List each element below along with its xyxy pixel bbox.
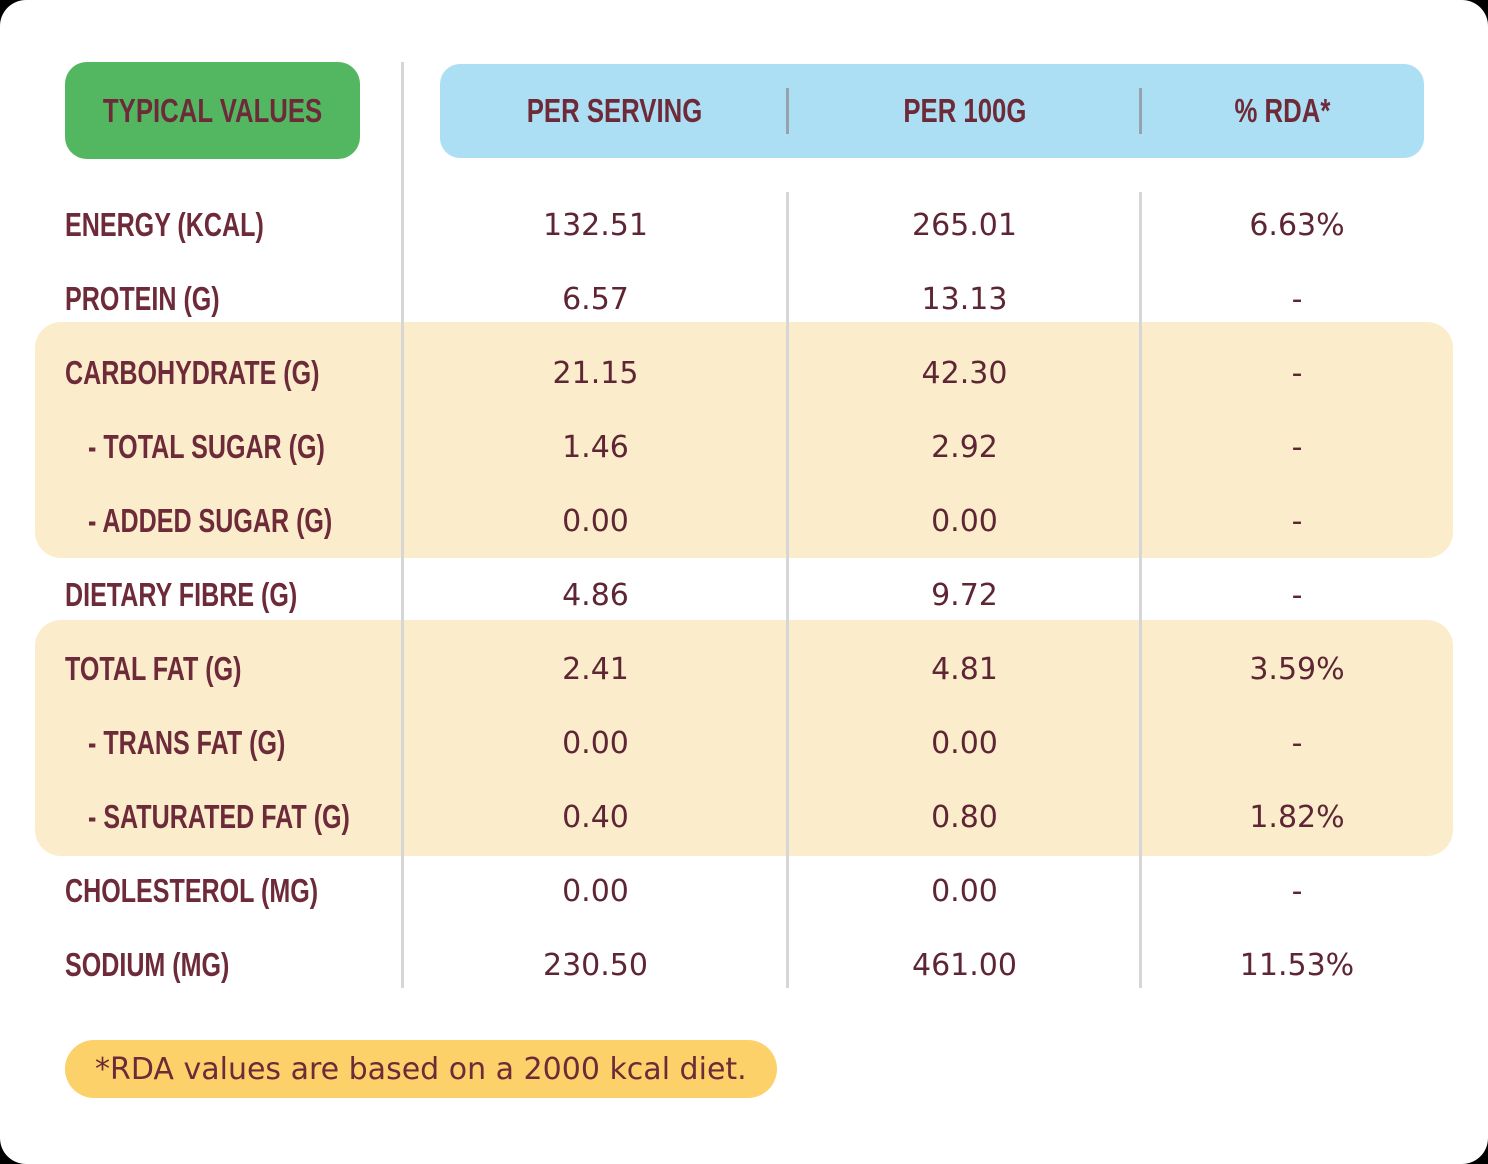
column-header-rda-label: % RDA* <box>1234 92 1331 129</box>
row-rda: 3.59% <box>1249 651 1345 687</box>
column-header-per-serving-label: PER SERVING <box>526 92 702 129</box>
row-label: CARBOHYDRATE (G) <box>65 354 320 391</box>
header-divider-serving-100g <box>786 88 789 134</box>
row-rda: 1.82% <box>1249 799 1345 835</box>
row-rda: 6.63% <box>1249 207 1345 243</box>
column-header-bar: PER SERVING PER 100G % RDA* <box>440 64 1424 158</box>
divider-serving-100g <box>786 192 789 988</box>
row-rda: 11.53% <box>1239 947 1355 983</box>
table-row: TOTAL FAT (G) 2.41 4.81 3.59% <box>0 632 1488 706</box>
row-label: SODIUM (MG) <box>65 946 230 983</box>
row-per-serving: 0.40 <box>562 799 629 835</box>
column-header-per-100g: PER 100G <box>788 64 1141 158</box>
row-per-100g: 42.30 <box>921 355 1008 391</box>
table-row: - ADDED SUGAR (G) 0.00 0.00 - <box>0 484 1488 558</box>
column-header-per-100g-label: PER 100G <box>902 92 1027 129</box>
rda-footnote-text: *RDA values are based on a 2000 kcal die… <box>95 1051 747 1087</box>
row-per-serving: 132.51 <box>543 207 648 243</box>
row-per-100g: 9.72 <box>931 577 998 613</box>
column-header-per-serving: PER SERVING <box>440 64 788 158</box>
row-per-100g: 13.13 <box>921 281 1008 317</box>
row-label: CHOLESTEROL (MG) <box>65 872 319 909</box>
table-row: - SATURATED FAT (G) 0.40 0.80 1.82% <box>0 780 1488 854</box>
row-rda: - <box>1291 725 1303 761</box>
row-label: ENERGY (KCAL) <box>65 206 264 243</box>
row-rda: - <box>1291 281 1303 317</box>
row-rda: - <box>1291 355 1303 391</box>
row-label: PROTEIN (G) <box>65 280 220 317</box>
row-per-serving: 0.00 <box>562 725 629 761</box>
table-row: PROTEIN (G) 6.57 13.13 - <box>0 262 1488 336</box>
table-row: SODIUM (MG) 230.50 461.00 11.53% <box>0 928 1488 1002</box>
row-label: - SATURATED FAT (G) <box>88 798 350 835</box>
divider-labels-values <box>401 62 404 988</box>
table-rows: ENERGY (KCAL) 132.51 265.01 6.63% PROTEI… <box>0 188 1488 1002</box>
row-per-serving: 2.41 <box>562 651 629 687</box>
row-label: - TRANS FAT (G) <box>88 724 286 761</box>
row-label: TOTAL FAT (G) <box>65 650 242 687</box>
row-per-100g: 265.01 <box>912 207 1017 243</box>
row-label: DIETARY FIBRE (G) <box>65 576 298 613</box>
row-per-100g: 461.00 <box>912 947 1017 983</box>
highlight-band-carbohydrates <box>35 322 1453 558</box>
table-row: - TRANS FAT (G) 0.00 0.00 - <box>0 706 1488 780</box>
row-per-100g: 0.00 <box>931 725 998 761</box>
row-label: - ADDED SUGAR (G) <box>88 502 333 539</box>
divider-100g-rda <box>1139 192 1142 988</box>
table-row: CHOLESTEROL (MG) 0.00 0.00 - <box>0 854 1488 928</box>
highlight-band-fats <box>35 620 1453 856</box>
row-per-serving: 6.57 <box>562 281 629 317</box>
row-per-serving: 4.86 <box>562 577 629 613</box>
header-divider-100g-rda <box>1139 88 1142 134</box>
rda-footnote-pill: *RDA values are based on a 2000 kcal die… <box>65 1040 777 1098</box>
row-per-serving: 1.46 <box>562 429 629 465</box>
row-label: - TOTAL SUGAR (G) <box>88 428 325 465</box>
row-per-100g: 0.80 <box>931 799 998 835</box>
typical-values-badge: TYPICAL VALUES <box>65 62 360 159</box>
table-row: CARBOHYDRATE (G) 21.15 42.30 - <box>0 336 1488 410</box>
row-per-serving: 0.00 <box>562 873 629 909</box>
table-row: - TOTAL SUGAR (G) 1.46 2.92 - <box>0 410 1488 484</box>
row-rda: - <box>1291 577 1303 613</box>
row-per-100g: 0.00 <box>931 873 998 909</box>
column-header-rda: % RDA* <box>1141 64 1424 158</box>
row-per-serving: 230.50 <box>543 947 648 983</box>
row-per-100g: 0.00 <box>931 503 998 539</box>
table-row: DIETARY FIBRE (G) 4.86 9.72 - <box>0 558 1488 632</box>
table-row: ENERGY (KCAL) 132.51 265.01 6.63% <box>0 188 1488 262</box>
row-per-100g: 2.92 <box>931 429 998 465</box>
row-rda: - <box>1291 873 1303 909</box>
row-rda: - <box>1291 503 1303 539</box>
typical-values-label: TYPICAL VALUES <box>102 91 323 129</box>
row-per-100g: 4.81 <box>931 651 998 687</box>
row-per-serving: 21.15 <box>552 355 639 391</box>
row-per-serving: 0.00 <box>562 503 629 539</box>
row-rda: - <box>1291 429 1303 465</box>
